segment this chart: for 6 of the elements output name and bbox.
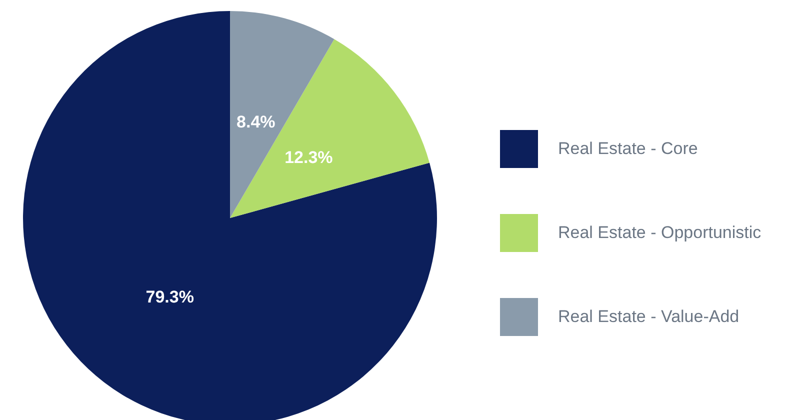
legend-label: Real Estate - Value-Add <box>558 307 740 327</box>
legend-label: Real Estate - Opportunistic <box>558 223 762 243</box>
data-label: 8.4% <box>236 112 276 132</box>
data-label: 79.3% <box>146 288 194 307</box>
data-label: 12.3% <box>284 148 333 167</box>
legend-label: Real Estate - Core <box>558 139 698 159</box>
